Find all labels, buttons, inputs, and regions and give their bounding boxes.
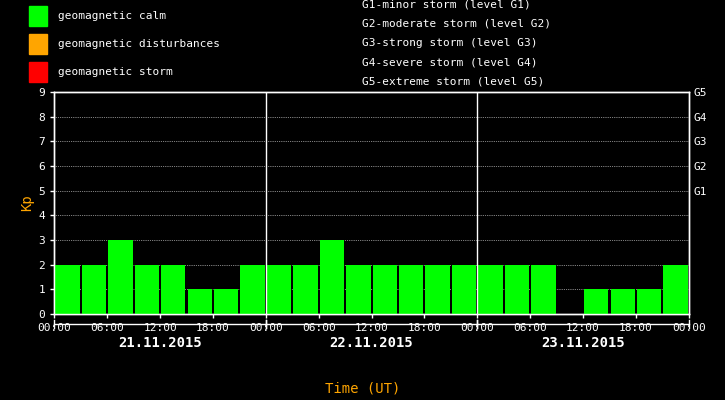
Text: geomagnetic disturbances: geomagnetic disturbances <box>58 39 220 49</box>
Text: G1-minor storm (level G1): G1-minor storm (level G1) <box>362 0 531 9</box>
Text: 21.11.2015: 21.11.2015 <box>118 336 202 350</box>
Text: G4-severe storm (level G4): G4-severe storm (level G4) <box>362 58 538 68</box>
Text: Time (UT): Time (UT) <box>325 382 400 396</box>
Bar <box>584 289 608 314</box>
Bar <box>161 265 186 314</box>
Bar <box>82 265 106 314</box>
Bar <box>320 240 344 314</box>
Bar <box>294 265 318 314</box>
Bar <box>452 265 476 314</box>
Text: G5-extreme storm (level G5): G5-extreme storm (level G5) <box>362 77 544 87</box>
Bar <box>505 265 529 314</box>
Bar <box>29 34 47 54</box>
Bar <box>29 6 47 26</box>
Bar <box>346 265 370 314</box>
Y-axis label: Kp: Kp <box>20 195 34 211</box>
Bar <box>214 289 239 314</box>
Text: G3-strong storm (level G3): G3-strong storm (level G3) <box>362 38 538 48</box>
Text: G2-moderate storm (level G2): G2-moderate storm (level G2) <box>362 19 552 29</box>
Bar <box>188 289 212 314</box>
Text: 22.11.2015: 22.11.2015 <box>330 336 413 350</box>
Bar <box>135 265 159 314</box>
Bar <box>241 265 265 314</box>
Bar <box>531 265 555 314</box>
Bar <box>267 265 291 314</box>
Text: geomagnetic calm: geomagnetic calm <box>58 11 166 21</box>
Bar <box>29 62 47 82</box>
Bar <box>55 265 80 314</box>
Text: geomagnetic storm: geomagnetic storm <box>58 67 173 77</box>
Bar <box>478 265 502 314</box>
Bar <box>373 265 397 314</box>
Bar <box>108 240 133 314</box>
Bar <box>637 289 661 314</box>
Bar <box>426 265 450 314</box>
Text: 23.11.2015: 23.11.2015 <box>541 336 625 350</box>
Bar <box>663 265 688 314</box>
Bar <box>399 265 423 314</box>
Bar <box>610 289 635 314</box>
